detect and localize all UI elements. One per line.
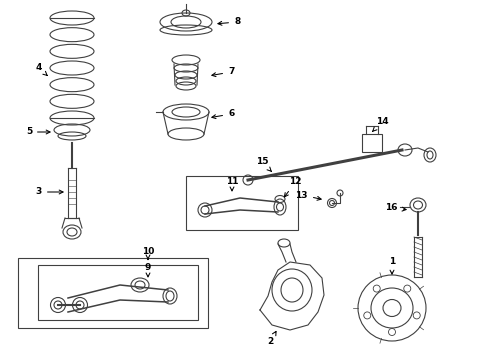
- Text: 4: 4: [36, 63, 47, 76]
- Text: 9: 9: [145, 264, 151, 277]
- Bar: [38, 265, 198, 320]
- Text: 2: 2: [267, 332, 276, 346]
- Text: 12: 12: [284, 177, 302, 197]
- Bar: [362, 134, 382, 152]
- Text: 10: 10: [142, 248, 154, 260]
- Bar: [18, 258, 208, 328]
- Text: 11: 11: [226, 177, 238, 191]
- Bar: [186, 176, 298, 230]
- Text: 6: 6: [212, 109, 234, 118]
- Text: 7: 7: [212, 68, 234, 77]
- Text: 15: 15: [256, 158, 271, 171]
- Text: 14: 14: [372, 117, 388, 131]
- Text: 3: 3: [36, 188, 63, 197]
- Text: 1: 1: [389, 257, 395, 274]
- Text: 16: 16: [386, 203, 406, 212]
- Text: 8: 8: [218, 18, 240, 27]
- Text: 5: 5: [26, 127, 50, 136]
- Text: 13: 13: [295, 190, 321, 200]
